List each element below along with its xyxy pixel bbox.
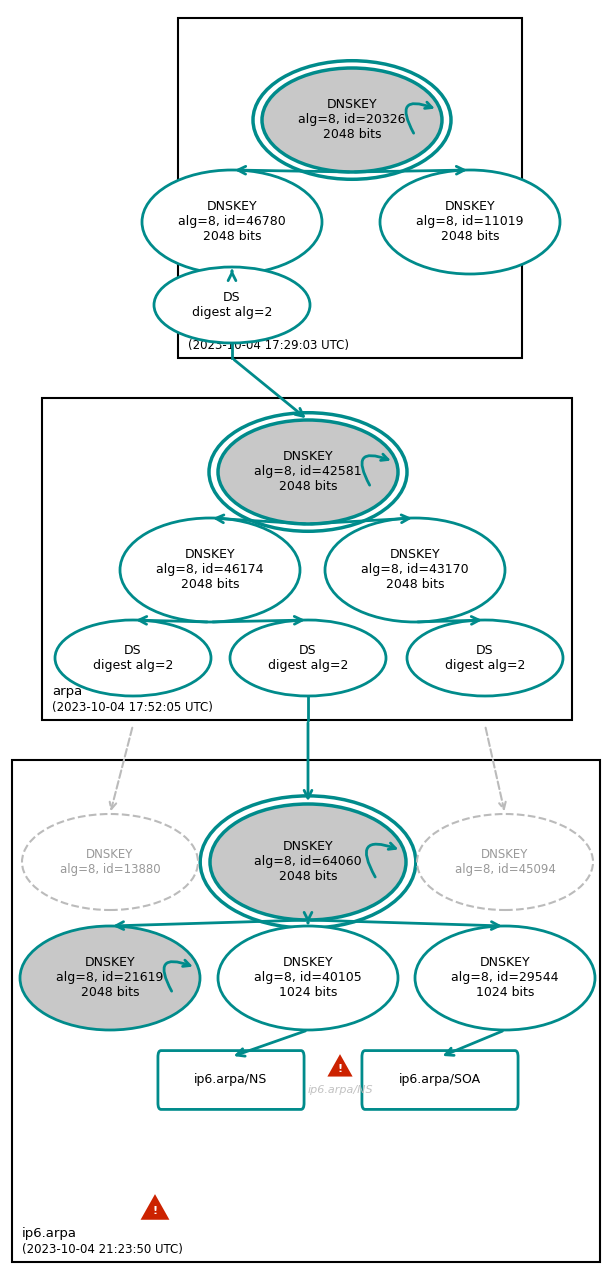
FancyBboxPatch shape (362, 1050, 518, 1109)
Text: DS
digest alg=2: DS digest alg=2 (192, 291, 272, 319)
Ellipse shape (55, 620, 211, 696)
Ellipse shape (210, 804, 406, 920)
Text: arpa: arpa (52, 686, 82, 699)
Text: ip6.arpa/NS: ip6.arpa/NS (194, 1073, 268, 1087)
FancyBboxPatch shape (42, 397, 572, 720)
Text: ip6.arpa: ip6.arpa (22, 1227, 77, 1241)
Text: DNSKEY
alg=8, id=20326
2048 bits: DNSKEY alg=8, id=20326 2048 bits (299, 99, 406, 141)
Polygon shape (326, 1053, 354, 1078)
Ellipse shape (380, 171, 560, 274)
Ellipse shape (218, 420, 398, 524)
Ellipse shape (20, 926, 200, 1029)
Text: DNSKEY
alg=8, id=42581
2048 bits: DNSKEY alg=8, id=42581 2048 bits (254, 450, 362, 494)
Text: DNSKEY
alg=8, id=40105
1024 bits: DNSKEY alg=8, id=40105 1024 bits (254, 956, 362, 1000)
Ellipse shape (407, 620, 563, 696)
Text: DNSKEY
alg=8, id=43170
2048 bits: DNSKEY alg=8, id=43170 2048 bits (361, 549, 469, 591)
Text: .: . (188, 323, 192, 336)
Ellipse shape (154, 267, 310, 344)
Ellipse shape (120, 518, 300, 622)
Text: DNSKEY
alg=8, id=64060
2048 bits: DNSKEY alg=8, id=64060 2048 bits (254, 841, 362, 883)
Ellipse shape (415, 926, 595, 1029)
Text: (2023-10-04 17:29:03 UTC): (2023-10-04 17:29:03 UTC) (188, 340, 349, 353)
Text: DNSKEY
alg=8, id=11019
2048 bits: DNSKEY alg=8, id=11019 2048 bits (416, 200, 524, 244)
Text: DNSKEY
alg=8, id=46174
2048 bits: DNSKEY alg=8, id=46174 2048 bits (156, 549, 264, 591)
Text: !: ! (153, 1206, 158, 1215)
FancyBboxPatch shape (178, 18, 522, 358)
Ellipse shape (325, 518, 505, 622)
Ellipse shape (142, 171, 322, 274)
Text: DNSKEY
alg=8, id=46780
2048 bits: DNSKEY alg=8, id=46780 2048 bits (178, 200, 286, 244)
Text: !: ! (337, 1064, 343, 1074)
Text: DNSKEY
alg=8, id=13880: DNSKEY alg=8, id=13880 (59, 847, 161, 876)
FancyBboxPatch shape (158, 1050, 304, 1109)
Text: DNSKEY
alg=8, id=21619
2048 bits: DNSKEY alg=8, id=21619 2048 bits (56, 956, 164, 1000)
Text: DS
digest alg=2: DS digest alg=2 (93, 644, 173, 672)
Polygon shape (139, 1192, 171, 1220)
Text: (2023-10-04 17:52:05 UTC): (2023-10-04 17:52:05 UTC) (52, 701, 213, 714)
Ellipse shape (262, 68, 442, 172)
Text: ip6.arpa/SOA: ip6.arpa/SOA (399, 1073, 481, 1087)
Ellipse shape (218, 926, 398, 1029)
Ellipse shape (230, 620, 386, 696)
Text: (2023-10-04 21:23:50 UTC): (2023-10-04 21:23:50 UTC) (22, 1244, 183, 1256)
Ellipse shape (417, 814, 593, 910)
Text: ip6.arpa/NS: ip6.arpa/NS (307, 1085, 373, 1095)
FancyBboxPatch shape (12, 760, 600, 1261)
Text: DNSKEY
alg=8, id=45094: DNSKEY alg=8, id=45094 (455, 847, 555, 876)
Ellipse shape (22, 814, 198, 910)
Text: DNSKEY
alg=8, id=29544
1024 bits: DNSKEY alg=8, id=29544 1024 bits (451, 956, 559, 1000)
Text: DS
digest alg=2: DS digest alg=2 (268, 644, 348, 672)
Text: DS
digest alg=2: DS digest alg=2 (445, 644, 525, 672)
